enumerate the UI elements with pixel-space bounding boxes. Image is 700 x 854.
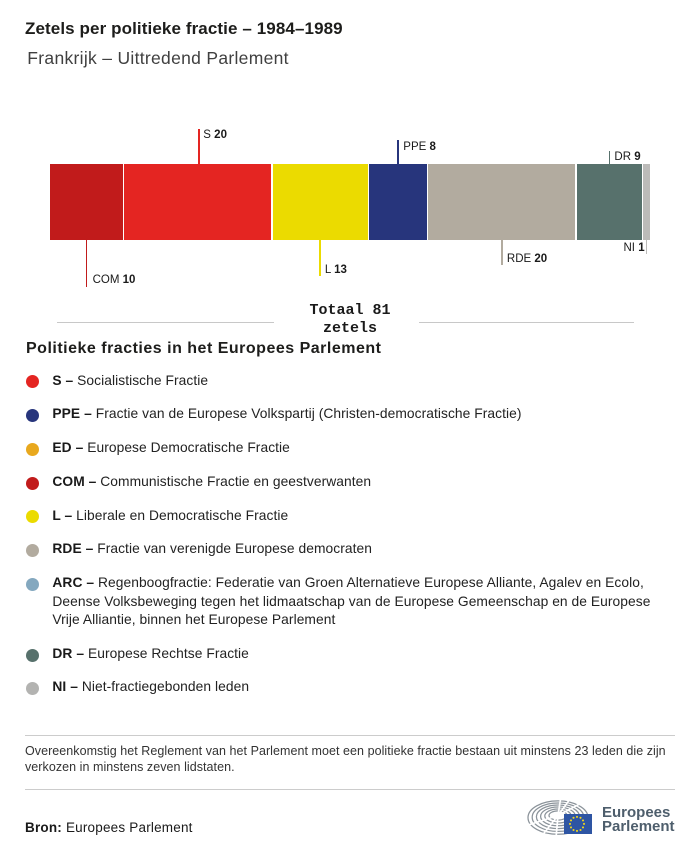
svg-text:Parlement: Parlement <box>602 818 675 835</box>
svg-text:Europees: Europees <box>602 804 670 821</box>
